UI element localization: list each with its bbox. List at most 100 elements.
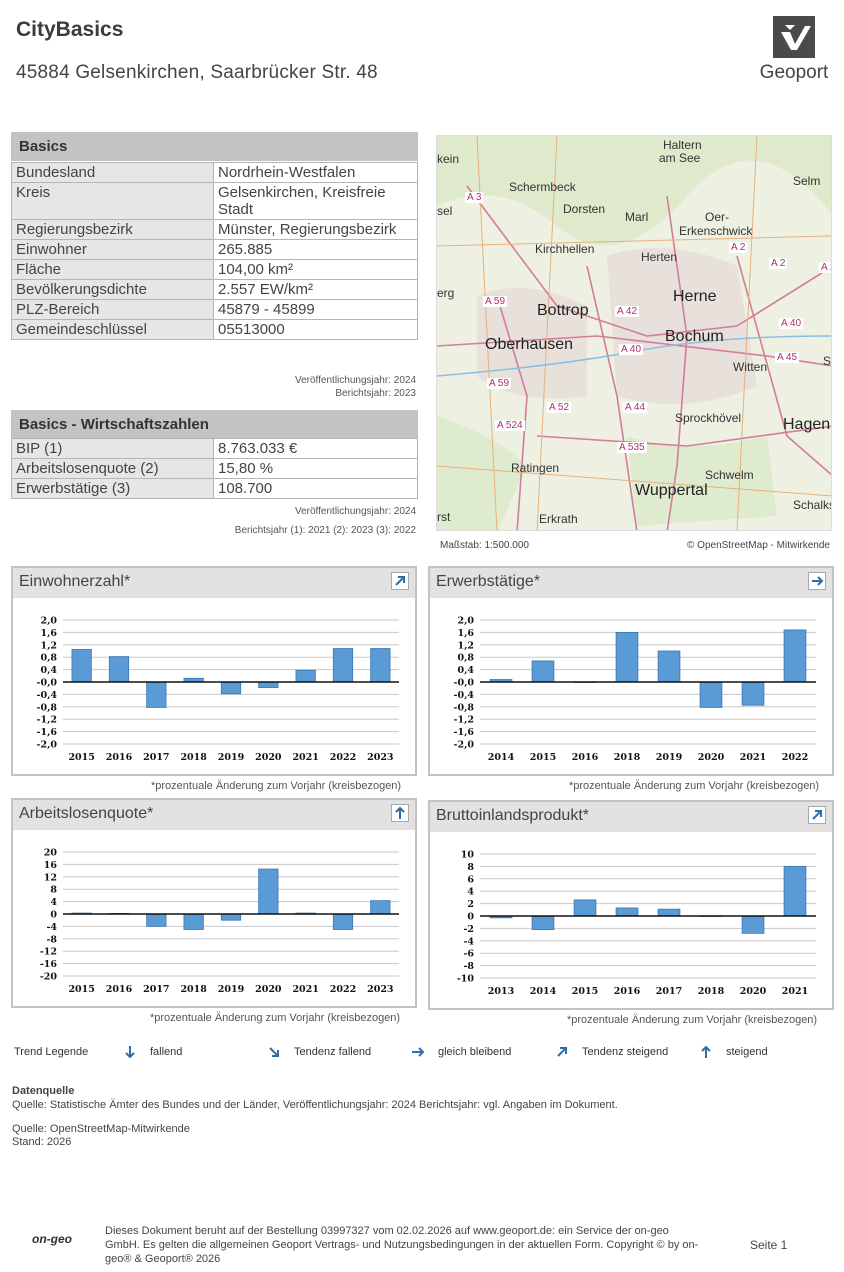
map-place-label: erg — [437, 286, 455, 300]
chart-einwohnerzahl: 2,01,61,2 0,80,4 -0,0-0,4-0,8 -1,2-1,6 -2,0 2… — [37, 616, 399, 763]
map-place-label: Wuppertal — [635, 482, 708, 499]
y-tick-label: 1,2 — [457, 640, 474, 651]
geoport-logo: Geoport — [752, 16, 836, 84]
map-road-label: A 40 — [779, 318, 804, 329]
chart-title: Arbeitslosenquote* — [19, 805, 154, 822]
economy-pub-year: Veröffentlichungsjahr: 2024 — [294, 506, 416, 517]
row-label: Regierungsbezirk — [11, 219, 214, 240]
map-road-label: A 52 — [547, 402, 572, 413]
y-tick-label: -6 — [463, 949, 474, 960]
table-row: Bevölkerungsdichte 2.557 EW/km² — [11, 279, 418, 300]
y-tick-label: -1,6 — [454, 727, 475, 738]
bar — [615, 632, 639, 683]
trend-gleich-icon — [808, 572, 826, 590]
table-row: Regierungsbezirk Münster, Regierungsbezir… — [11, 219, 418, 240]
y-tick-label: -2,0 — [37, 740, 58, 751]
map-place-label: Oberhausen — [485, 336, 574, 353]
economy-heading: Basics - Wirtschaftszahlen — [11, 410, 418, 439]
map-place-label: Sprockhövel — [675, 411, 742, 425]
y-tick-label: -0,4 — [37, 690, 58, 701]
y-tick-label: 4 — [50, 897, 57, 908]
y-tick-label: 0,8 — [457, 653, 474, 664]
x-tick-label: 2014 — [488, 752, 515, 763]
x-tick-label: 2015 — [68, 984, 94, 995]
row-value: 265.885 — [213, 239, 418, 260]
map-place-label: Haltern — [663, 138, 702, 152]
bar — [332, 913, 354, 930]
x-tick-label: 2015 — [530, 752, 556, 763]
footer-text: Dieses Dokument beruht auf der Bestellun… — [105, 1225, 699, 1265]
table-row: PLZ-Bereich 45879 - 45899 — [11, 299, 418, 320]
economy-table: BIP (1) 8.763.033 € Arbeitslosenquote (2) 1… — [11, 438, 418, 499]
map-place-label: kein — [437, 152, 460, 166]
x-tick-label: 2020 — [698, 752, 725, 763]
chart-note: *prozentuale Änderung zum Vorjahr (kreis… — [567, 1014, 818, 1026]
y-tick-label: 2 — [467, 899, 474, 910]
bar — [531, 915, 555, 931]
bar — [183, 913, 204, 930]
chart-panel-erwerbstaetige: Erwerbstätige* 2,0 1,6 1,2 0,8 0,4 -0,0 -0,4 -0… — [428, 566, 834, 776]
brand-name: Geoport — [759, 62, 829, 83]
row-value: Nordrhein-Westfalen — [213, 162, 418, 183]
map-place-label: Hagen — [783, 416, 831, 433]
map-road-label: A 40 — [619, 344, 644, 355]
x-tick-label: 2022 — [782, 752, 808, 763]
map-road-label: A 2 — [729, 242, 748, 253]
basics-table: Bundesland Nordrhein-Westfalen Kreis Gelsen… — [11, 162, 418, 340]
map-road-label: A 524 — [495, 420, 525, 431]
chart-panel-einwohnerzahl: Einwohnerzahl* 2,0 1,6 1,2 0,8 0,4 -0,0 -0,4 -0… — [11, 566, 417, 776]
table-row: BIP (1) 8.763.033 € — [11, 438, 418, 459]
map-road-label: A 44 — [623, 402, 648, 413]
y-tick-label: 2,0 — [457, 616, 474, 627]
y-tick-label: 0,4 — [457, 665, 474, 676]
map-place-label: Schermbeck — [509, 180, 576, 194]
y-tick-label: -2 — [463, 924, 474, 935]
chart-erwerbstaetige: 2,01,61,2 0,80,4 -0,0-0,4-0,8 -1,2-1,6 -2,0 2… — [454, 616, 816, 763]
y-tick-label: 0 — [50, 910, 57, 921]
y-tick-label: 8 — [50, 885, 57, 896]
chart-note: *prozentuale Änderung zum Vorjahr (kreis… — [151, 780, 402, 792]
y-tick-label: -0,4 — [454, 690, 475, 701]
row-label: Gemeindeschlüssel — [11, 319, 214, 340]
basics-report-year: Berichtsjahr: 2023 — [335, 388, 416, 399]
row-label: Fläche — [11, 259, 214, 280]
map-place-label: Selm — [793, 174, 821, 188]
location-map[interactable]: Haltern am See Selm Schermbeck Dorsten Marl Oe… — [436, 135, 832, 531]
y-tick-label: -12 — [40, 947, 57, 958]
table-row: Kreis Gelsenkirchen, Kreisfreie Stadt — [11, 182, 418, 220]
y-tick-label: 16 — [44, 860, 58, 871]
basics-meta: Veröffentlichungsjahr: 2024 Berichtsjahr… — [295, 374, 416, 400]
y-tick-label: 8 — [467, 862, 474, 873]
map-road-label: A 3 — [465, 192, 484, 203]
x-tick-label: 2021 — [292, 752, 318, 763]
row-label: Bundesland — [11, 162, 214, 183]
page-number: Seite 1 — [750, 1238, 788, 1252]
map-road-label: A 45 — [775, 352, 800, 363]
chart-title: Einwohnerzahl* — [19, 573, 131, 590]
bar — [146, 681, 167, 708]
y-tick-label: 10 — [461, 850, 475, 861]
bar — [699, 681, 723, 708]
chart-panel-arbeitslosenquote: Arbeitslosenquote* 20 16 12 8 4 0 -4 -8 -12 -16 -2… — [11, 798, 417, 1008]
x-tick-label: 2021 — [292, 984, 318, 995]
bar — [332, 648, 354, 683]
x-tick-label: 2016 — [106, 984, 133, 995]
x-tick-label: 2020 — [255, 984, 282, 995]
row-value: 15,80 % — [213, 458, 418, 479]
x-tick-label: 2018 — [180, 984, 207, 995]
bar — [258, 868, 279, 915]
bar — [531, 660, 555, 683]
arrow-down-icon — [125, 1046, 135, 1059]
source-line: Quelle: Statistische Ämter des Bundes un… — [12, 1099, 618, 1111]
row-label: Arbeitslosenquote (2) — [11, 458, 214, 479]
map-place-label: rst — [437, 510, 451, 524]
y-tick-label: 12 — [44, 872, 57, 883]
x-tick-label: 2017 — [656, 986, 682, 997]
arrow-up-right-icon — [557, 1047, 567, 1057]
row-value: 05513000 — [213, 319, 418, 340]
y-tick-label: -16 — [40, 959, 58, 970]
y-tick-label: -20 — [40, 972, 58, 983]
trend-tendenz-steigend-icon — [808, 806, 826, 824]
x-tick-label: 2018 — [698, 986, 725, 997]
